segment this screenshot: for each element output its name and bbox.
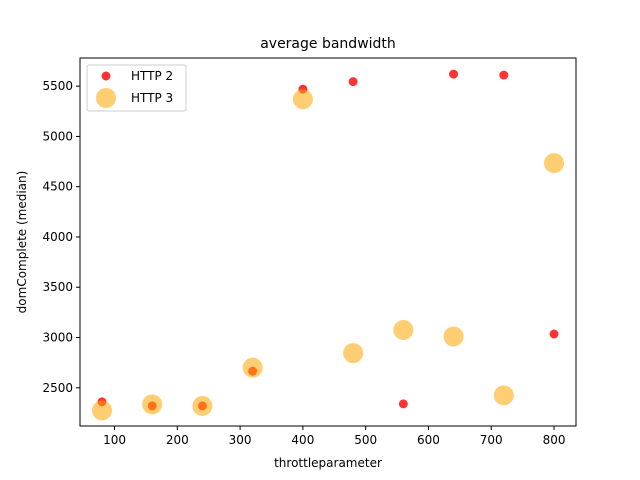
x-tick-label: 100 — [103, 433, 126, 447]
legend: HTTP 2 HTTP 3 — [86, 64, 187, 112]
y-tick-label: 5000 — [42, 129, 73, 143]
chart-title: average bandwidth — [260, 36, 396, 52]
legend-label-http3: HTTP 3 — [131, 91, 173, 105]
data-point — [343, 343, 364, 364]
data-point — [493, 385, 514, 406]
y-tick-label: 3500 — [42, 280, 73, 294]
y-axis-label: domComplete (median) — [15, 171, 29, 314]
data-point — [549, 329, 559, 339]
legend-label-http2: HTTP 2 — [131, 69, 173, 83]
x-tick-label: 200 — [166, 433, 189, 447]
data-point — [499, 70, 509, 80]
x-tick-label: 700 — [480, 433, 503, 447]
legend-marker-http3 — [96, 88, 116, 108]
x-tick-label: 300 — [229, 433, 252, 447]
data-point — [449, 69, 459, 79]
data-point — [348, 77, 358, 87]
y-tick-label: 2500 — [42, 381, 73, 395]
x-tick-label: 400 — [291, 433, 314, 447]
y-axis: 2500 3000 3500 4000 4500 5000 5500 — [42, 79, 80, 395]
y-tick-label: 4500 — [42, 180, 73, 194]
x-axis: 100 200 300 400 500 600 700 800 — [103, 426, 565, 447]
data-point — [292, 89, 313, 110]
y-tick-label: 3000 — [42, 331, 73, 345]
plot-frame — [79, 57, 577, 427]
legend-marker-http2 — [101, 71, 111, 81]
data-point — [443, 326, 464, 347]
data-point — [544, 153, 565, 174]
x-tick-label: 500 — [354, 433, 377, 447]
series-http3 — [91, 89, 565, 421]
data-point — [91, 400, 112, 421]
x-tick-label: 800 — [543, 433, 566, 447]
x-tick-label: 600 — [417, 433, 440, 447]
data-point — [242, 357, 263, 378]
x-axis-label: throttleparameter — [274, 456, 382, 470]
y-tick-label: 4000 — [42, 230, 73, 244]
data-point — [398, 399, 408, 409]
data-point — [142, 394, 163, 415]
y-tick-label: 5500 — [42, 79, 73, 93]
data-point — [393, 319, 414, 340]
data-point — [192, 395, 213, 416]
series-layer — [91, 69, 565, 421]
